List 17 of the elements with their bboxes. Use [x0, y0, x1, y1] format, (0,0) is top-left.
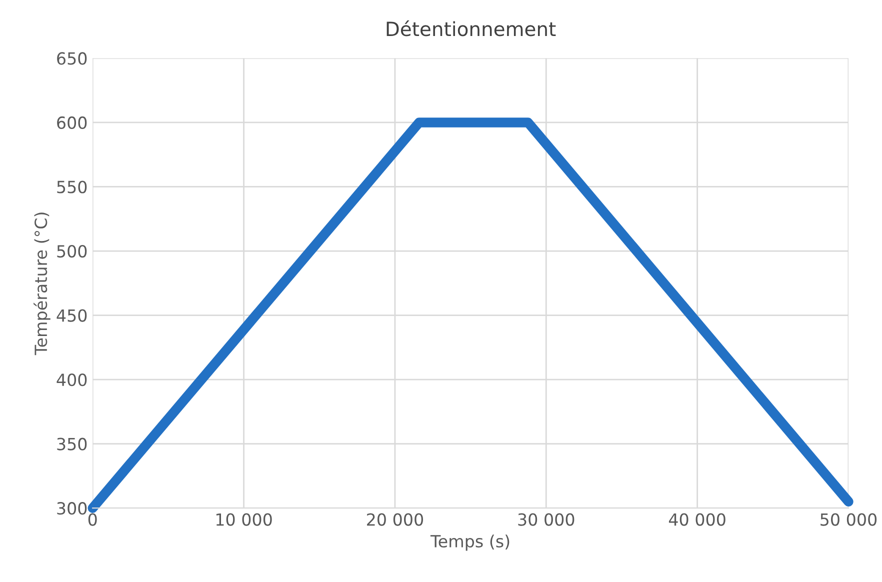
y-tick-label: 300	[57, 502, 87, 515]
y-tick-label: 550	[57, 180, 87, 194]
y-tick-label: 450	[56, 309, 87, 322]
y-tick-label: 350	[57, 438, 87, 450]
y-axis-title: Température (°C)	[34, 212, 50, 356]
y-tick-label: 600	[57, 116, 87, 130]
x-tick-label: 50 000	[820, 513, 877, 526]
x-tick-label: 10 000	[216, 513, 272, 526]
y-tick-label: 400	[56, 374, 87, 386]
x-tick-label: 30 000	[518, 513, 574, 526]
x-axis-title: Temps (s)	[430, 534, 510, 551]
y-tick-label: 500	[57, 244, 87, 258]
x-tick-label: 0	[88, 513, 97, 526]
y-tick-label: 650	[57, 52, 87, 65]
x-tick-label: 20 000	[367, 513, 424, 526]
chart-title: Détentionnement	[386, 20, 556, 36]
x-tick-label: 40 000	[668, 513, 726, 526]
